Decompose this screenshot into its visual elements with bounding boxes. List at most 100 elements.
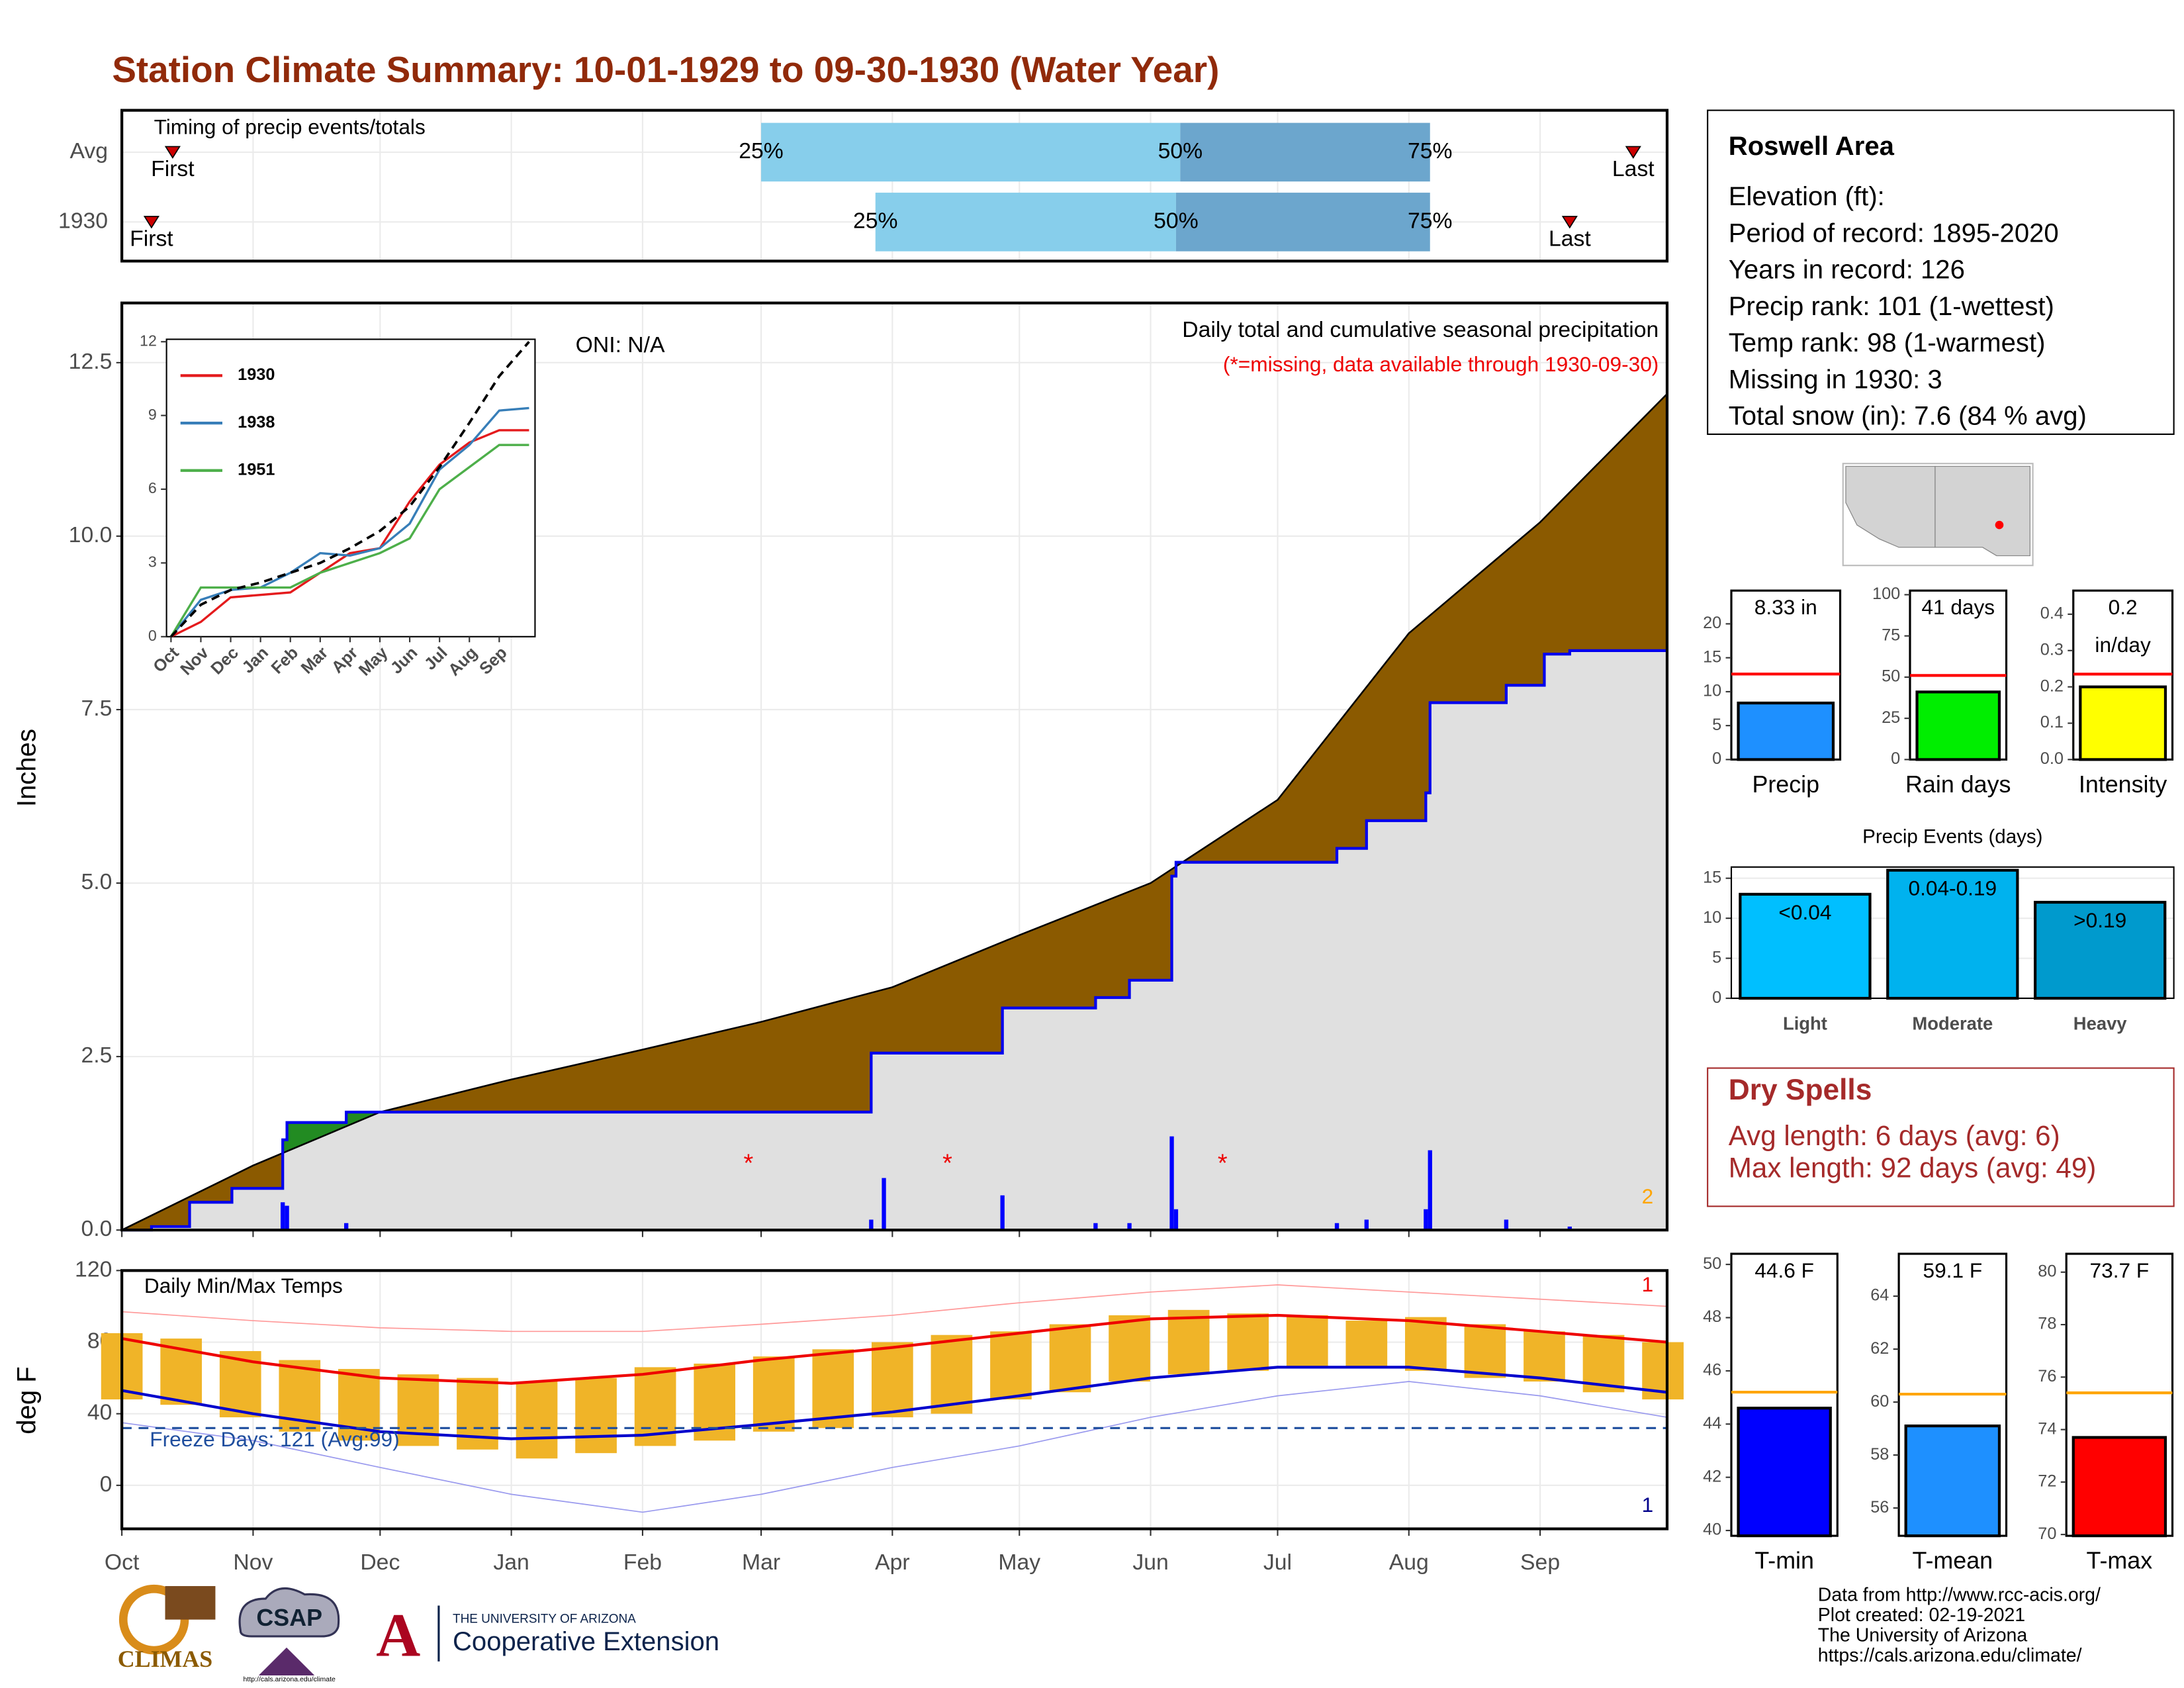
x-tick-label: Aug [1389, 1550, 1429, 1575]
mini-bar [2071, 1436, 2167, 1538]
y-tick-label: 72 [2038, 1472, 2056, 1491]
y-tick-label: 0 [1712, 988, 1721, 1007]
map-state [1934, 465, 2031, 557]
daily-bar [1428, 1150, 1432, 1231]
climas-logo [165, 1586, 216, 1620]
credit-line: The University of Arizona [1818, 1624, 2028, 1646]
value-label: <0.04 [1778, 900, 1831, 924]
x-tick-label: Moderate [1912, 1013, 1993, 1033]
missing-marker: * [1218, 1150, 1228, 1178]
daily-bar [869, 1219, 874, 1231]
y-tick-label: 40 [1703, 1521, 1721, 1539]
quartile-label: 50% [1158, 138, 1203, 164]
average-line [169, 340, 530, 638]
info-line: Years in record: 126 [1729, 256, 1965, 285]
y-tick-label: 15 [1703, 868, 1721, 886]
category-label: Intensity [2079, 771, 2167, 798]
dry-spells-title: Dry Spells [1729, 1074, 1872, 1106]
x-tick-label: Oct [105, 1550, 140, 1575]
y-tick-label: 64 [1870, 1286, 1889, 1305]
x-tick-label: Jan [493, 1550, 529, 1575]
daily-bar [281, 1202, 285, 1231]
location-map [1842, 463, 2034, 567]
temp-bar [1286, 1315, 1328, 1368]
category-label: Precip [1752, 771, 1819, 798]
ua-small: THE UNIVERSITY OF ARIZONA [453, 1613, 636, 1626]
temp-bar [1405, 1317, 1447, 1371]
year-area [122, 650, 1667, 1231]
y-tick-label: 12 [140, 332, 157, 349]
y-tick-label: 10 [1703, 908, 1721, 927]
mini-bar [2079, 685, 2167, 761]
quartile-bar [1180, 122, 1430, 182]
temp-bar [1464, 1324, 1506, 1378]
quartile-label: 75% [1408, 208, 1453, 233]
panel-frame [120, 1269, 1669, 1530]
timing-marker-label: Last [1549, 226, 1591, 252]
y-tick-label: 0 [148, 627, 157, 644]
station-dot [1995, 520, 2004, 530]
series-line [169, 444, 529, 637]
mini-bar [1737, 701, 1835, 761]
timing-marker-label: First [151, 156, 195, 181]
timing-marker [164, 146, 181, 159]
y-tick-label: 2.5 [81, 1043, 112, 1068]
y-tick-label: 76 [2038, 1367, 2056, 1385]
page-title: Station Climate Summary: 10-01-1929 to 0… [112, 49, 1219, 90]
dry-spells-line: Avg length: 6 days (avg: 6) [1729, 1120, 2060, 1151]
credit-line: https://cals.arizona.edu/climate/ [1818, 1645, 2082, 1666]
y-tick-label: 48 [1703, 1307, 1721, 1326]
y-tick-label: 3 [148, 553, 157, 571]
bar [2034, 900, 2167, 1000]
panel-frame [120, 109, 1669, 263]
row-label: 1930 [58, 208, 108, 233]
panel-note: (*=missing, data available through 1930-… [1223, 352, 1659, 376]
y-tick-label: 25 [1882, 708, 1900, 727]
y-tick-label: 10 [1703, 682, 1721, 700]
y-tick-label: 42 [1703, 1467, 1721, 1485]
y-tick-label: 62 [1870, 1339, 1889, 1358]
quartile-label: 50% [1154, 208, 1199, 233]
temp-bar [1524, 1331, 1565, 1382]
freeze-label: Freeze Days: 121 (Avg:99) [150, 1427, 399, 1451]
info-line: Total snow (in): 7.6 (84 % avg) [1729, 402, 2087, 431]
info-line: Temp rank: 98 (1-warmest) [1729, 328, 2046, 357]
y-tick-label: 10.0 [69, 522, 113, 547]
mini-bar [1904, 1424, 2001, 1538]
legend-label: 1938 [238, 413, 275, 432]
legend-label: 1951 [238, 460, 275, 479]
daily-bar [1093, 1223, 1098, 1231]
temp-bar [872, 1342, 913, 1418]
x-tick-label: Light [1783, 1013, 1827, 1033]
category-label: T-mean [1913, 1548, 1993, 1574]
y-tick-label: 0.2 [2040, 677, 2064, 695]
y-tick-label: 74 [2038, 1419, 2056, 1438]
value-unit: in/day [2095, 633, 2151, 657]
daily-bar [1334, 1223, 1340, 1231]
quartile-label: 75% [1408, 138, 1453, 164]
credit-line: Data from http://www.rcc-acis.org/ [1818, 1584, 2101, 1605]
value-label: 59.1 F [1923, 1258, 1982, 1282]
daily-bar [1127, 1223, 1132, 1231]
temp-bar [1049, 1324, 1091, 1393]
csap-text: CSAP [256, 1605, 322, 1631]
temp-bar [1109, 1315, 1150, 1382]
daily-bar [1567, 1226, 1572, 1231]
timing-marker [143, 216, 159, 229]
quartile-bar [761, 122, 1181, 182]
quartile-bar [1175, 193, 1430, 252]
daily-bar [1169, 1136, 1174, 1231]
y-tick-label: 0 [1712, 749, 1721, 768]
csap-cloud [238, 1587, 340, 1638]
y-tick-label: 0.1 [2040, 713, 2064, 731]
value-label: 73.7 F [2090, 1258, 2150, 1282]
temp-bar [575, 1378, 617, 1454]
y-tick-label: 56 [1870, 1498, 1889, 1517]
y-tick-label: 50 [1882, 667, 1900, 686]
y-tick-label: 5 [1712, 948, 1721, 966]
x-tick-label: Jul [1263, 1550, 1292, 1575]
daily-bar [285, 1205, 289, 1231]
series-line [170, 429, 529, 638]
